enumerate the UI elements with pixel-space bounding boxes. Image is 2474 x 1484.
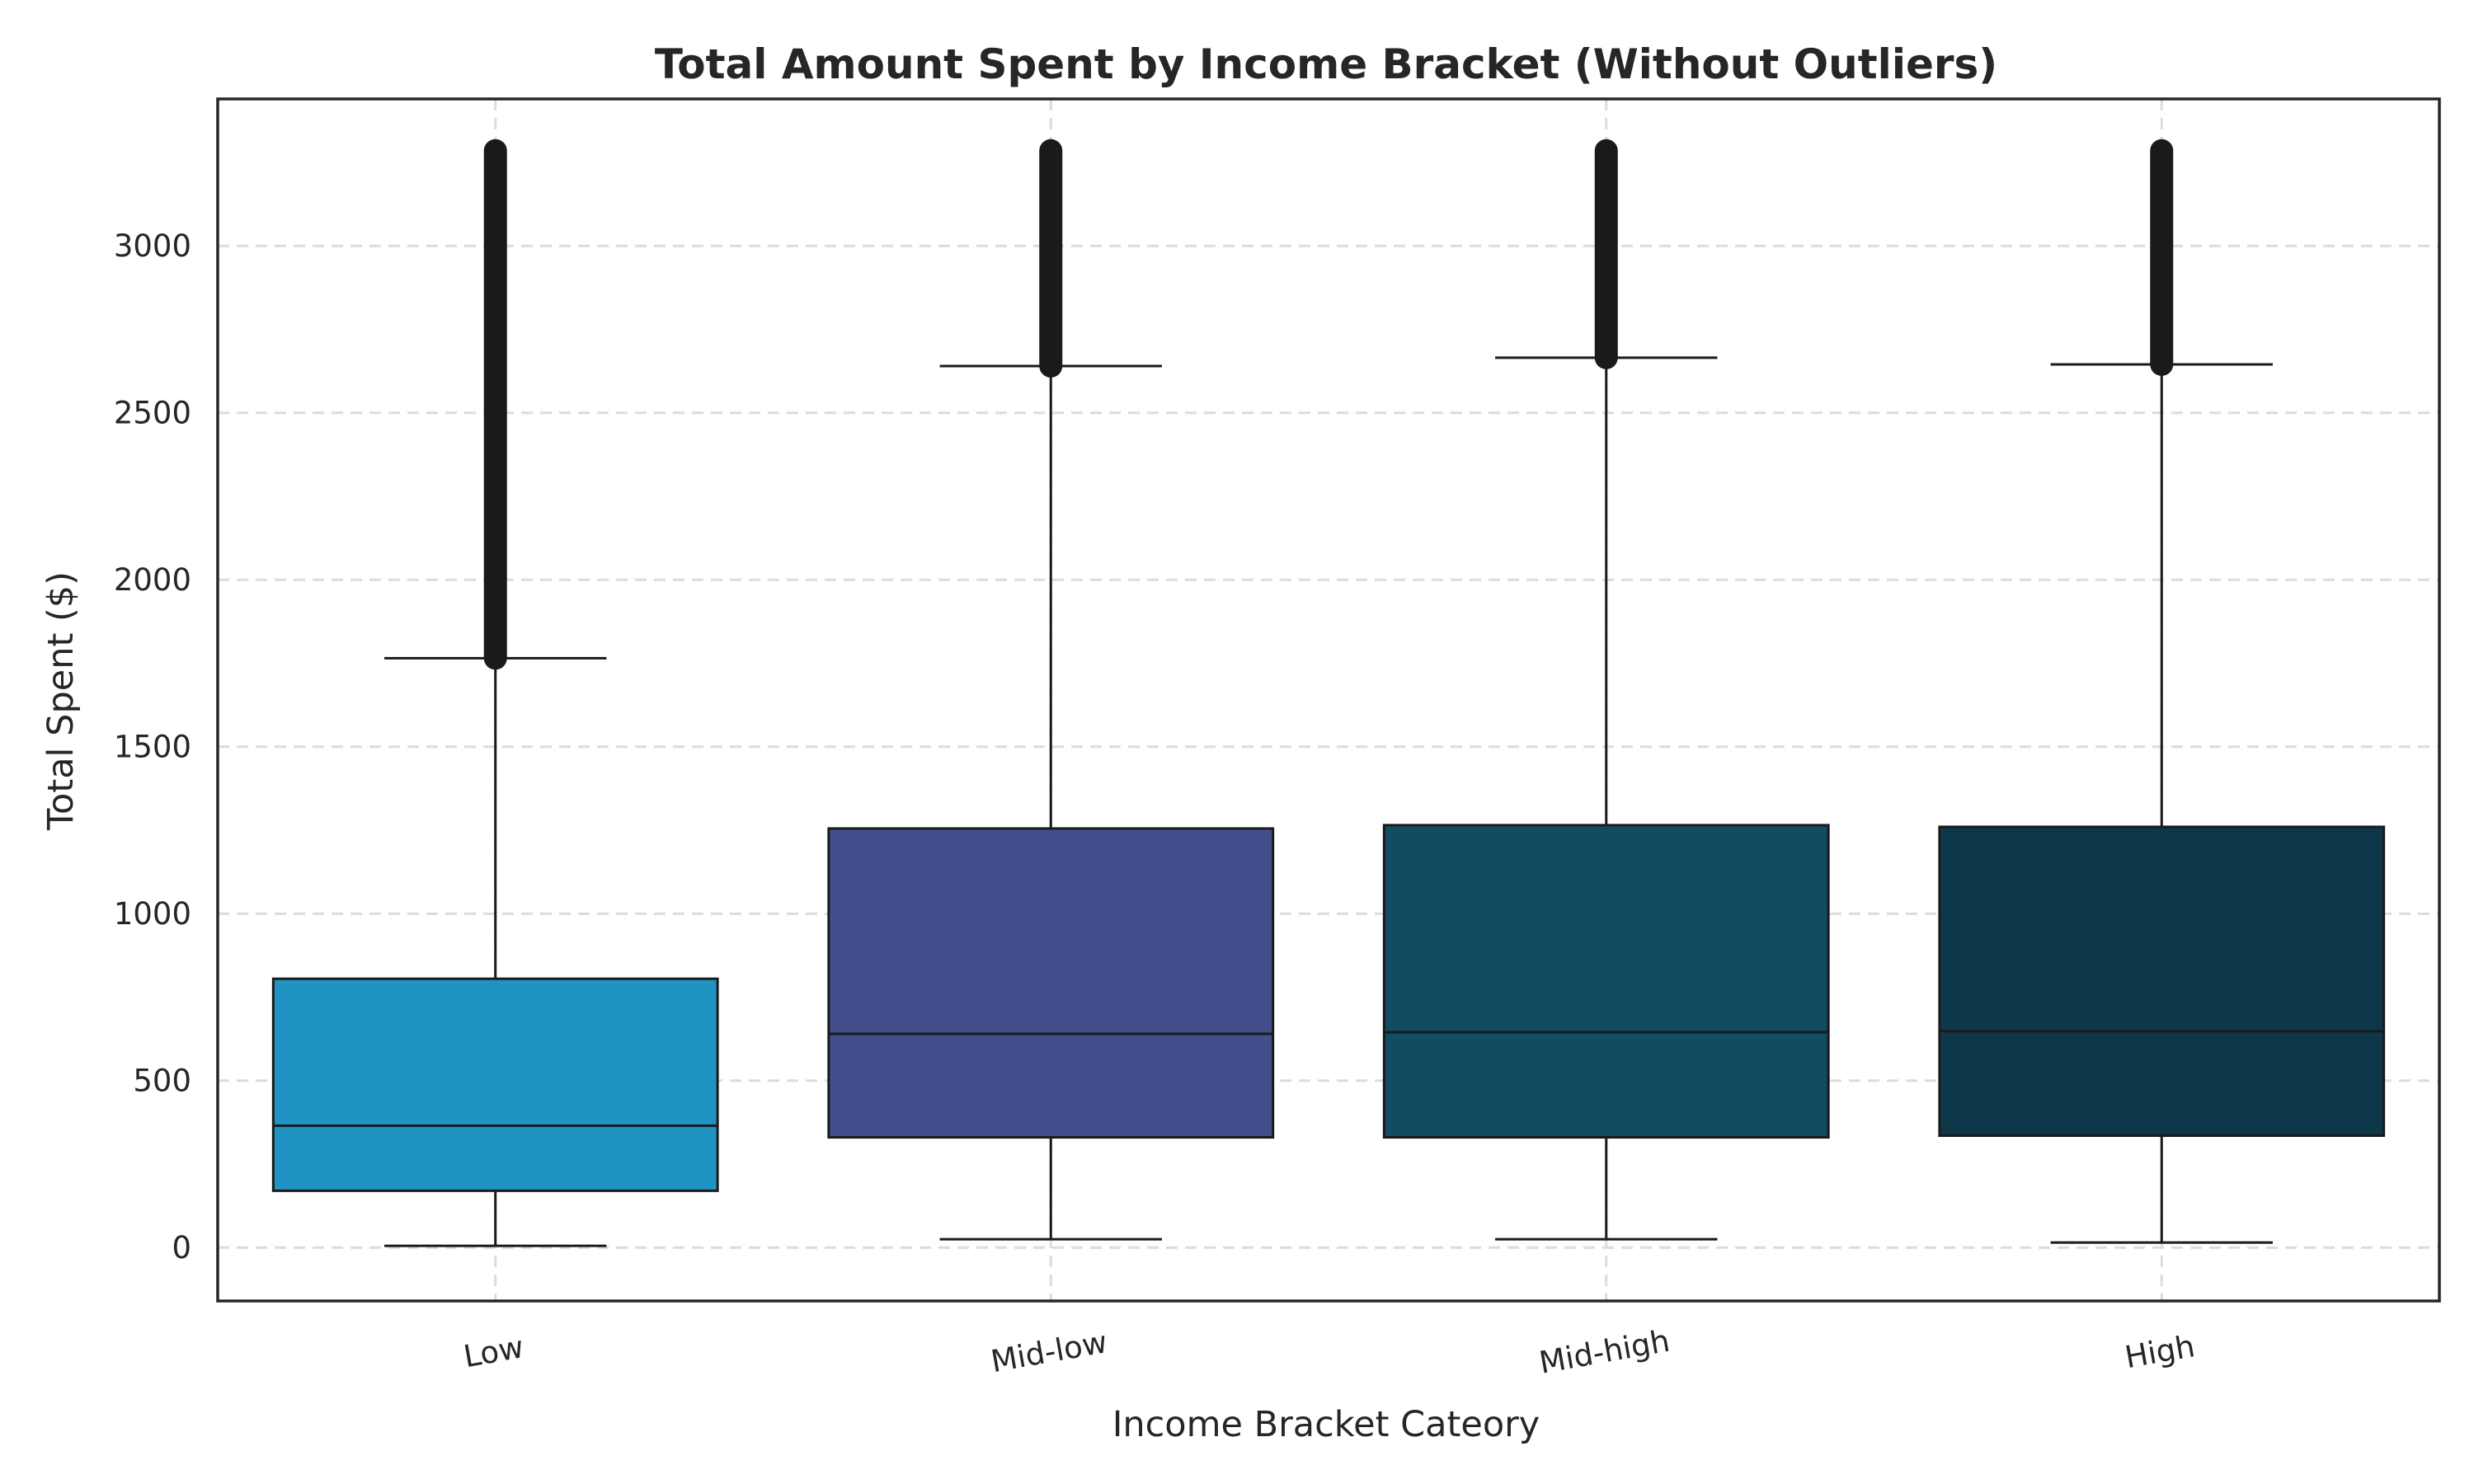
plot-frame — [216, 97, 2441, 1303]
y-tick-label: 2500 — [114, 396, 191, 431]
x-tick-label: Mid-low — [988, 1324, 1110, 1379]
box-series — [271, 139, 2386, 1247]
iqr-box — [1938, 825, 2386, 1138]
y-tick-label: 500 — [133, 1064, 191, 1099]
iqr-box — [271, 977, 719, 1192]
y-tick-label: 3000 — [114, 228, 191, 264]
y-axis-label: Total Spent ($) — [40, 571, 82, 831]
y-tick-label: 1500 — [114, 730, 191, 765]
box-group — [827, 139, 1275, 1241]
y-tick-label: 2000 — [114, 562, 191, 598]
box-group — [271, 139, 719, 1247]
iqr-box — [827, 827, 1275, 1139]
x-tick-label: Low — [461, 1329, 526, 1374]
chart-title: Total Amount Spent by Income Bracket (Wi… — [655, 40, 1997, 88]
x-tick-label: High — [2122, 1328, 2197, 1375]
x-tick-label: Mid-high — [1536, 1323, 1672, 1381]
y-tick-labels: 0 500 1000 1500 2000 2500 3000 — [114, 228, 191, 1266]
y-tick-label: 0 — [172, 1230, 191, 1266]
y-tick-label: 1000 — [114, 896, 191, 932]
box-group — [1382, 139, 1830, 1241]
x-axis-label: Income Bracket Cateory — [1112, 1404, 1540, 1445]
x-tick-labels: Low Mid-low Mid-high High — [461, 1323, 2198, 1381]
iqr-box — [1382, 824, 1830, 1139]
box-group — [1938, 139, 2386, 1244]
